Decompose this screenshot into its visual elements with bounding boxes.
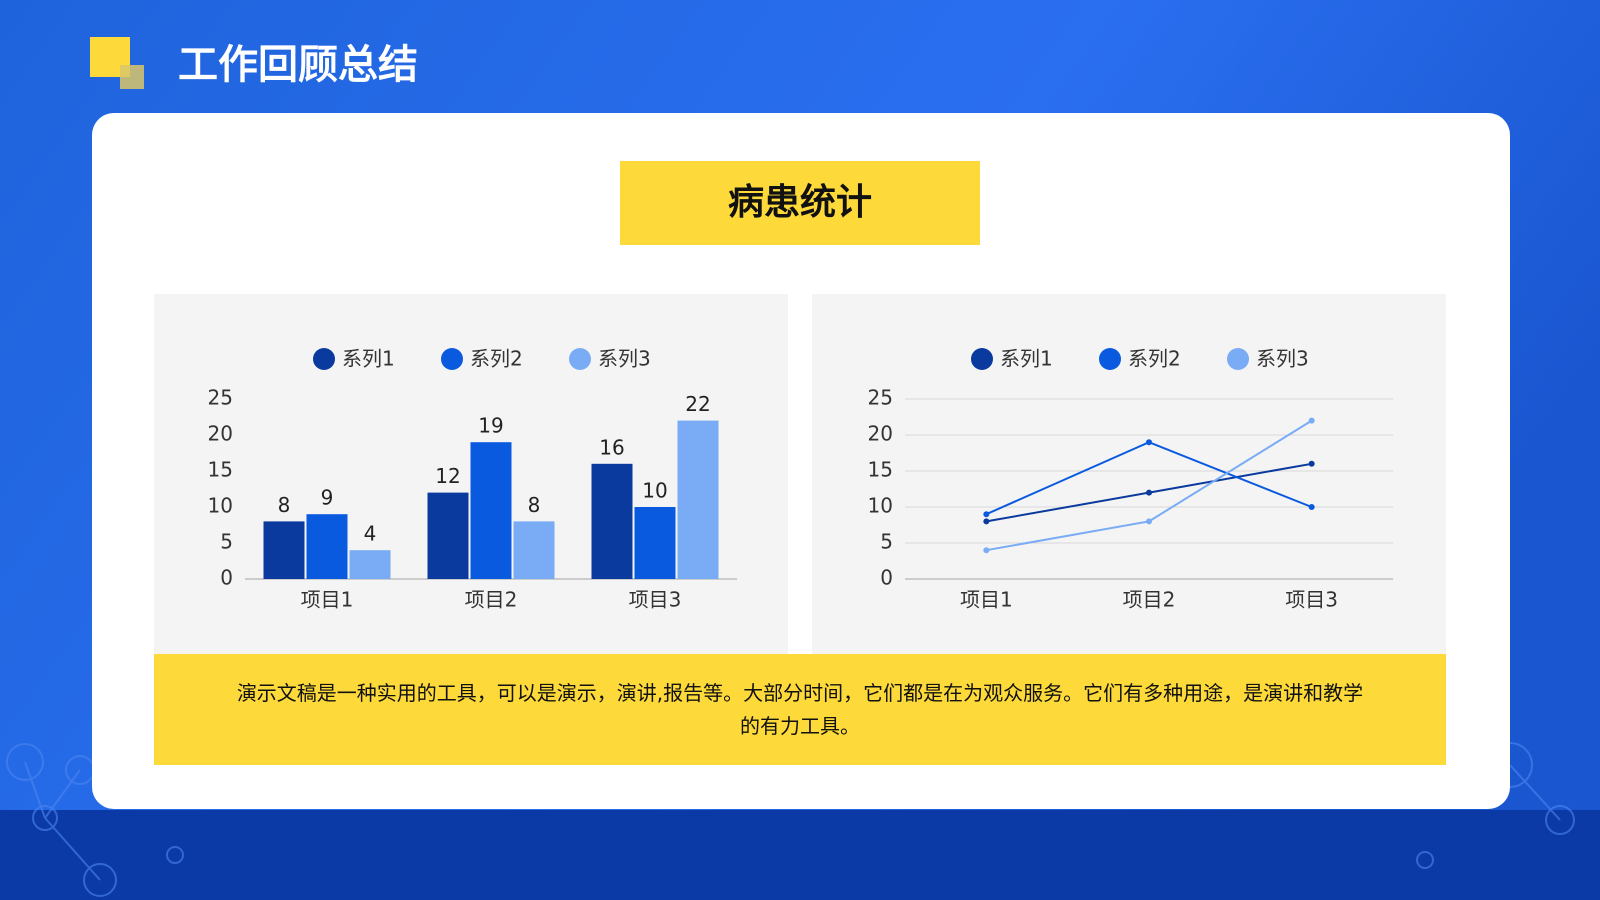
bar bbox=[513, 521, 555, 579]
legend-swatch bbox=[1227, 348, 1249, 370]
y-tick-label: 20 bbox=[208, 422, 233, 446]
legend-swatch bbox=[441, 348, 463, 370]
y-tick-label: 5 bbox=[880, 530, 893, 554]
x-tick-label: 项目2 bbox=[1123, 588, 1176, 612]
legend-label: 系列2 bbox=[1128, 347, 1181, 371]
point bbox=[1146, 489, 1152, 496]
legend-swatch bbox=[313, 348, 335, 370]
legend-label: 系列3 bbox=[1256, 347, 1309, 371]
panel-title-box bbox=[620, 161, 980, 245]
bottom-band bbox=[0, 810, 1600, 900]
point bbox=[1308, 460, 1315, 467]
point bbox=[983, 511, 990, 518]
y-tick-label: 10 bbox=[868, 494, 893, 518]
point bbox=[1146, 518, 1152, 525]
y-tick-label: 15 bbox=[208, 458, 233, 482]
legend-label: 系列1 bbox=[342, 347, 395, 371]
data-label: 12 bbox=[435, 464, 460, 488]
data-label: 8 bbox=[278, 493, 291, 517]
data-label: 9 bbox=[321, 486, 334, 510]
y-tick-label: 0 bbox=[880, 566, 893, 590]
y-tick-label: 20 bbox=[868, 422, 893, 446]
title-square-shadow bbox=[120, 65, 144, 89]
x-tick-label: 项目1 bbox=[960, 588, 1013, 612]
bar bbox=[427, 492, 469, 579]
bar bbox=[306, 514, 348, 579]
x-tick-label: 项目3 bbox=[1285, 588, 1338, 612]
chart-panel bbox=[812, 294, 1446, 654]
data-label: 8 bbox=[528, 493, 541, 517]
legend-swatch bbox=[1099, 348, 1121, 370]
legend-swatch bbox=[569, 348, 591, 370]
y-tick-label: 15 bbox=[868, 458, 893, 482]
panel-title: 病患统计 bbox=[728, 182, 872, 223]
legend-label: 系列1 bbox=[1000, 347, 1053, 371]
point bbox=[983, 518, 990, 525]
point bbox=[1308, 504, 1315, 510]
y-tick-label: 10 bbox=[208, 494, 233, 518]
y-tick-label: 5 bbox=[220, 530, 233, 554]
x-tick-label: 项目1 bbox=[301, 588, 354, 612]
point bbox=[1308, 417, 1315, 424]
page-title: 工作回顾总结 bbox=[178, 42, 418, 88]
bar bbox=[634, 507, 676, 579]
legend-label: 系列2 bbox=[470, 347, 523, 371]
point bbox=[983, 547, 990, 554]
x-tick-label: 项目3 bbox=[629, 588, 682, 612]
data-label: 19 bbox=[478, 414, 503, 438]
point bbox=[1146, 439, 1152, 446]
y-tick-label: 25 bbox=[208, 386, 233, 410]
legend-swatch bbox=[971, 348, 993, 370]
caption: 演示文稿是一种实用的工具，可以是演示，演讲,报告等。大部分时间，它们都是在为观众… bbox=[154, 654, 1446, 765]
legend-label: 系列3 bbox=[598, 347, 651, 371]
bar bbox=[677, 420, 719, 579]
y-tick-label: 25 bbox=[868, 386, 893, 410]
data-label: 4 bbox=[364, 522, 377, 546]
bar bbox=[591, 463, 633, 579]
x-tick-label: 项目2 bbox=[465, 588, 518, 612]
y-tick-label: 0 bbox=[220, 566, 233, 590]
bar bbox=[470, 442, 512, 579]
bar bbox=[349, 550, 391, 579]
data-label: 16 bbox=[599, 435, 624, 459]
data-label: 22 bbox=[685, 392, 710, 416]
data-label: 10 bbox=[642, 479, 667, 503]
bar bbox=[263, 521, 305, 579]
